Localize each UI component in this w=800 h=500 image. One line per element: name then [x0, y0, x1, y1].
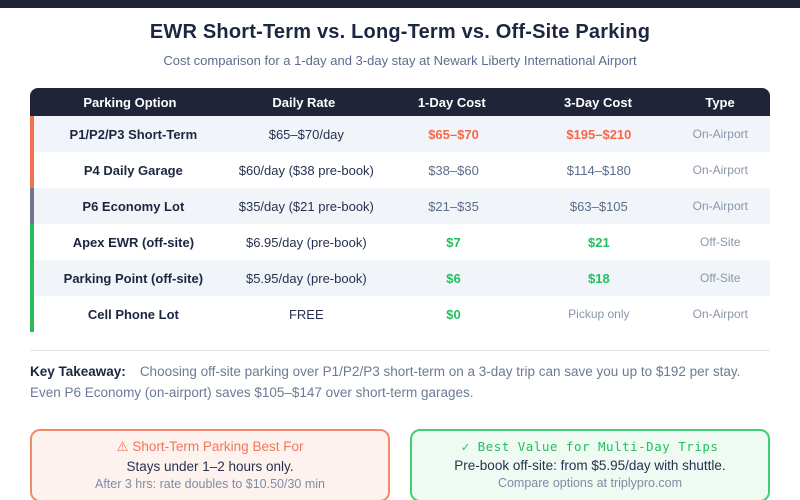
best-value-title-text: Best Value for Multi-Day Trips	[477, 438, 719, 454]
short-term-warning-box: ⚠ Short-Term Parking Best For Stays unde…	[30, 428, 390, 500]
key-takeaway-text: Choosing off-site parking over P1/P2/P3 …	[30, 364, 741, 400]
row-1-day-cost: $0	[446, 306, 461, 322]
table-row: P1/P2/P3 Short-Term $65–$70/day $65–$70 …	[30, 116, 770, 152]
key-takeaway: Key Takeaway: Choosing off-site parking o…	[30, 350, 770, 404]
page-header: EWR Short-Term vs. Long-Term vs. Off-Sit…	[0, 8, 800, 68]
warning-icon: ⚠	[116, 438, 129, 454]
row-1-day-cost: $6	[446, 270, 461, 286]
row-3-day-cost: $195–$210	[566, 126, 632, 142]
warning-box-line1: Stays under 1–2 hours only.	[126, 458, 294, 474]
row-type: Off-Site	[700, 235, 741, 249]
row-daily-rate: FREE	[288, 306, 324, 322]
row-option-label: Apex EWR (off-site)	[72, 234, 195, 250]
row-3-day-cost: $21	[588, 234, 610, 250]
page-subtitle: Cost comparison for a 1-day and 3-day st…	[163, 53, 637, 68]
row-1-day-cost: $38–$60	[428, 162, 479, 178]
row-3-day-cost: $114–$180	[566, 162, 631, 178]
row-type: On-Airport	[692, 127, 748, 141]
best-value-title: ✓ Best Value for Multi-Day Trips	[422, 439, 758, 454]
best-value-line2: Compare options at triplypro.com	[497, 475, 683, 490]
warning-box-line2: After 3 hrs: rate doubles to $10.50/30 m…	[95, 476, 325, 491]
row-daily-rate: $6.95/day (pre-book)	[245, 234, 367, 250]
callout-boxes: ⚠ Short-Term Parking Best For Stays unde…	[30, 428, 770, 500]
table-row: Apex EWR (off-site) $6.95/day (pre-book)…	[30, 224, 770, 260]
content-area: Parking Option Daily Rate 1-Day Cost 3-D…	[0, 88, 800, 500]
row-type: Off-Site	[700, 271, 741, 285]
row-option-label: P6 Economy Lot	[82, 198, 185, 214]
row-daily-rate: $35/day ($21 pre-book)	[238, 198, 374, 214]
row-daily-rate: $65–$70/day	[268, 126, 344, 142]
table-header-row: Parking Option Daily Rate 1-Day Cost 3-D…	[30, 88, 770, 116]
row-3-day-cost: Pickup only	[568, 307, 630, 321]
table-row: P4 Daily Garage $60/day ($38 pre-book) $…	[30, 152, 770, 188]
row-option-label: P1/P2/P3 Short-Term	[69, 126, 198, 142]
column-header-daily-rate: Daily Rate	[272, 94, 336, 110]
warning-box-title: ⚠ Short-Term Parking Best For	[42, 439, 378, 455]
row-daily-rate: $5.95/day (pre-book)	[245, 270, 367, 286]
table-row: P6 Economy Lot $35/day ($21 pre-book) $2…	[30, 188, 770, 224]
row-1-day-cost: $21–$35	[428, 198, 479, 214]
column-header-type: Type	[705, 94, 735, 110]
row-type: On-Airport	[692, 307, 748, 321]
key-takeaway-label: Key Takeaway:	[30, 364, 126, 379]
column-header-3-day-cost: 3-Day Cost	[563, 94, 632, 110]
best-value-line1: Pre-book off-site: from $5.95/day with s…	[454, 457, 726, 473]
top-accent-bar	[0, 0, 800, 8]
parking-comparison-table: Parking Option Daily Rate 1-Day Cost 3-D…	[30, 88, 770, 332]
row-daily-rate: $60/day ($38 pre-book)	[238, 162, 374, 178]
best-value-box: ✓ Best Value for Multi-Day Trips Pre-boo…	[410, 428, 770, 500]
checkmark-icon: ✓	[461, 438, 470, 454]
column-header-1-day-cost: 1-Day Cost	[417, 94, 486, 110]
row-type: On-Airport	[692, 163, 748, 177]
warning-title-text: Short-Term Parking Best For	[132, 438, 304, 454]
row-type: On-Airport	[692, 199, 748, 213]
row-option-label: P4 Daily Garage	[83, 162, 183, 178]
row-1-day-cost: $7	[446, 234, 461, 250]
column-header-parking-option: Parking Option	[83, 94, 177, 110]
row-option-label: Parking Point (off-site)	[63, 270, 204, 286]
row-3-day-cost: $18	[588, 270, 610, 286]
page-title: EWR Short-Term vs. Long-Term vs. Off-Sit…	[149, 21, 651, 43]
table-row: Parking Point (off-site) $5.95/day (pre-…	[30, 260, 770, 296]
table-row: Cell Phone Lot FREE $0 Pickup only On-Ai…	[30, 296, 770, 332]
row-3-day-cost: $63–$105	[569, 198, 628, 214]
row-1-day-cost: $65–$70	[428, 126, 479, 142]
row-option-label: Cell Phone Lot	[87, 306, 179, 322]
